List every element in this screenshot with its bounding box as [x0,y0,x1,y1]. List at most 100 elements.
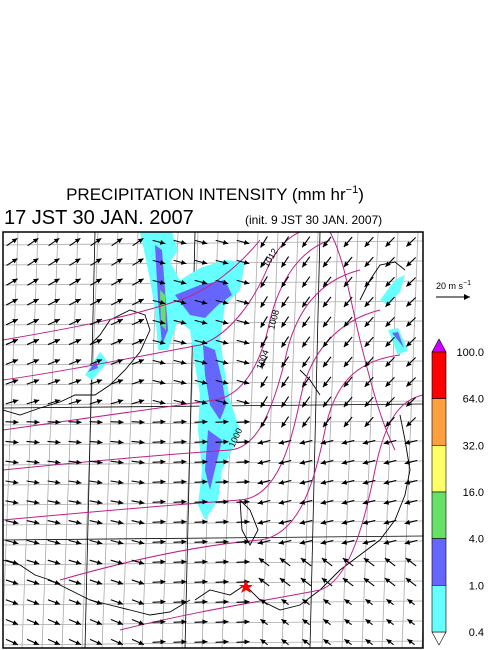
wind-head [406,281,412,287]
wind-arrow [278,539,292,545]
grid-line [41,232,59,648]
wind-head [385,241,391,247]
wind-head [406,401,412,407]
wind-arrow [236,339,250,345]
wind-head [407,599,413,605]
wind-head [33,339,39,344]
wind-head [159,279,166,285]
wind-head [323,599,329,605]
wind-head [258,578,265,584]
wind-head [343,421,349,428]
wind-head [202,499,208,505]
wind-arrow [257,439,271,445]
grid-line [3,520,423,526]
wind-head [258,558,265,564]
wind-arrow [341,519,355,525]
wind-head [96,359,103,364]
wind-arrow [405,257,417,267]
wind-head [407,619,413,625]
wind-arrow [110,359,124,365]
wind-head [34,419,40,425]
wind-arrow [278,459,292,465]
wind-arrow [131,338,145,346]
wind-head [138,379,145,384]
wind-arrow [405,337,417,347]
wind-arrow [173,499,187,505]
wind-arrow [385,276,395,288]
wind-arrow [386,638,394,646]
wind-head [55,419,61,425]
colorbar-segment [431,445,447,493]
wind-head [160,559,166,565]
wind-head [96,620,103,625]
wind-arrow [47,439,61,445]
wind-head [405,558,412,564]
wind-arrow [405,417,417,427]
wind-head [34,439,40,445]
title-exponent: −1 [346,184,359,196]
wind-arrow [173,279,187,285]
wind-arrow [322,356,332,368]
wind-arrow [68,579,82,585]
wind-arrow [131,519,145,525]
wind-scale-label: 20 m s−1 [436,280,471,291]
wind-arrow [341,539,355,545]
wind-head [181,419,187,425]
grid-line [3,600,423,606]
wind-head [343,361,349,368]
wind-head [244,559,250,565]
wind-arrow [343,336,353,348]
wind-arrow [194,519,208,525]
grid-line [21,232,39,648]
wind-arrow [152,479,166,485]
wind-arrow [173,559,187,565]
wind-head [386,639,392,645]
wind-arrow [404,439,418,445]
wind-arrow [173,359,187,365]
wind-head [76,499,82,505]
wind-head [96,640,102,645]
wind-arrow [26,599,40,605]
wind-head [137,238,144,244]
colorbar-label: 1.0 [469,580,484,592]
wind-head [12,339,18,344]
wind-arrow [385,316,395,328]
wind-arrow [194,359,208,365]
grid-line [3,540,423,546]
wind-head [222,359,229,365]
wind-arrow [173,299,187,305]
wind-arrow [89,379,103,385]
wind-arrow [215,619,229,625]
wind-arrow [47,338,61,346]
colorbar-segment [431,398,447,446]
wind-arrow [89,638,103,646]
wind-head [201,339,208,345]
wind-arrow [385,296,395,308]
wind-arrow [320,539,334,545]
wind-arrow [194,339,208,345]
wind-head [383,439,390,445]
wind-arrow [89,479,103,485]
wind-arrow [110,419,124,425]
wind-arrow [299,459,313,465]
wind-arrow [299,519,313,525]
wind-arrow [362,459,376,465]
wind-arrow [110,439,124,445]
wind-arrow [69,237,81,247]
wind-arrow [110,379,124,385]
wind-head [323,381,329,388]
wind-head [33,600,40,605]
wind-head [181,439,187,445]
wind-arrow [131,419,145,425]
wind-head [406,321,412,327]
wind-arrow [363,557,375,567]
wind-arrow [320,459,334,465]
wind-arrow [132,258,144,266]
wind-head [75,298,81,304]
wind-arrow [260,356,268,368]
colorbar-over [431,338,447,353]
wind-head [260,421,266,428]
wind-head [406,361,412,367]
wind-arrow [110,399,124,405]
